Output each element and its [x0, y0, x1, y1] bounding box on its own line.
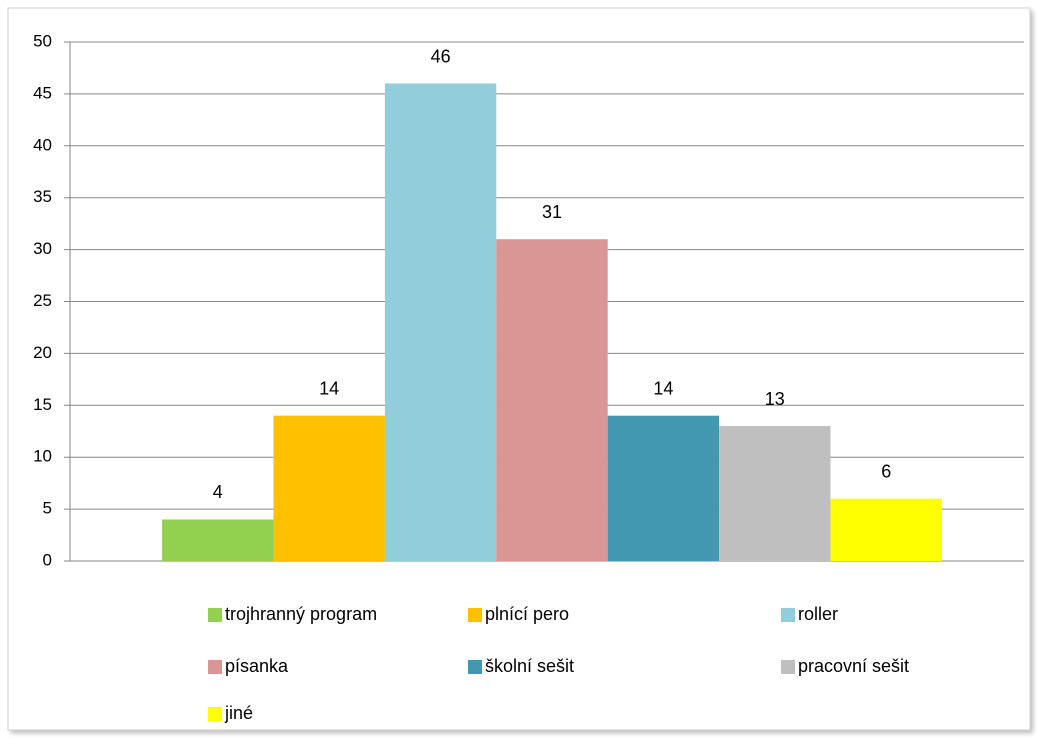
data-label: 13 [765, 389, 785, 409]
legend-swatch [208, 608, 222, 622]
y-tick-label: 25 [33, 291, 52, 310]
data-label: 46 [431, 46, 451, 66]
legend-label: plnící pero [485, 604, 569, 624]
bar [273, 415, 385, 561]
y-tick-label: 15 [33, 395, 52, 414]
legend-swatch [468, 660, 482, 674]
y-tick-label: 45 [33, 83, 52, 102]
data-label: 4 [213, 482, 223, 502]
legend-swatch [468, 608, 482, 622]
legend-label: trojhranný program [225, 604, 377, 624]
bar [607, 415, 720, 561]
data-label: 31 [542, 202, 562, 222]
y-tick-label: 30 [33, 239, 52, 258]
legend-label: školní sešit [485, 656, 574, 676]
data-label: 14 [653, 378, 673, 398]
legend-swatch [781, 608, 795, 622]
y-tick-label: 5 [43, 499, 52, 518]
bar [162, 519, 274, 561]
legend-swatch [781, 660, 795, 674]
y-tick-label: 35 [33, 187, 52, 206]
legend-swatch [208, 660, 222, 674]
data-label: 14 [319, 378, 339, 398]
y-tick-label: 50 [33, 31, 52, 50]
bar [719, 426, 831, 561]
bar [830, 498, 942, 561]
legend-label: pracovní sešit [798, 656, 909, 676]
y-tick-label: 40 [33, 135, 52, 154]
y-tick-label: 0 [43, 550, 52, 569]
data-label: 6 [881, 461, 891, 481]
y-tick-label: 10 [33, 447, 52, 466]
legend-label: písanka [225, 656, 289, 676]
legend-label: roller [798, 604, 838, 624]
legend-label: jiné [224, 703, 253, 723]
bar [384, 83, 497, 562]
bar [496, 239, 608, 561]
legend-swatch [208, 707, 222, 721]
y-tick-label: 20 [33, 343, 52, 362]
